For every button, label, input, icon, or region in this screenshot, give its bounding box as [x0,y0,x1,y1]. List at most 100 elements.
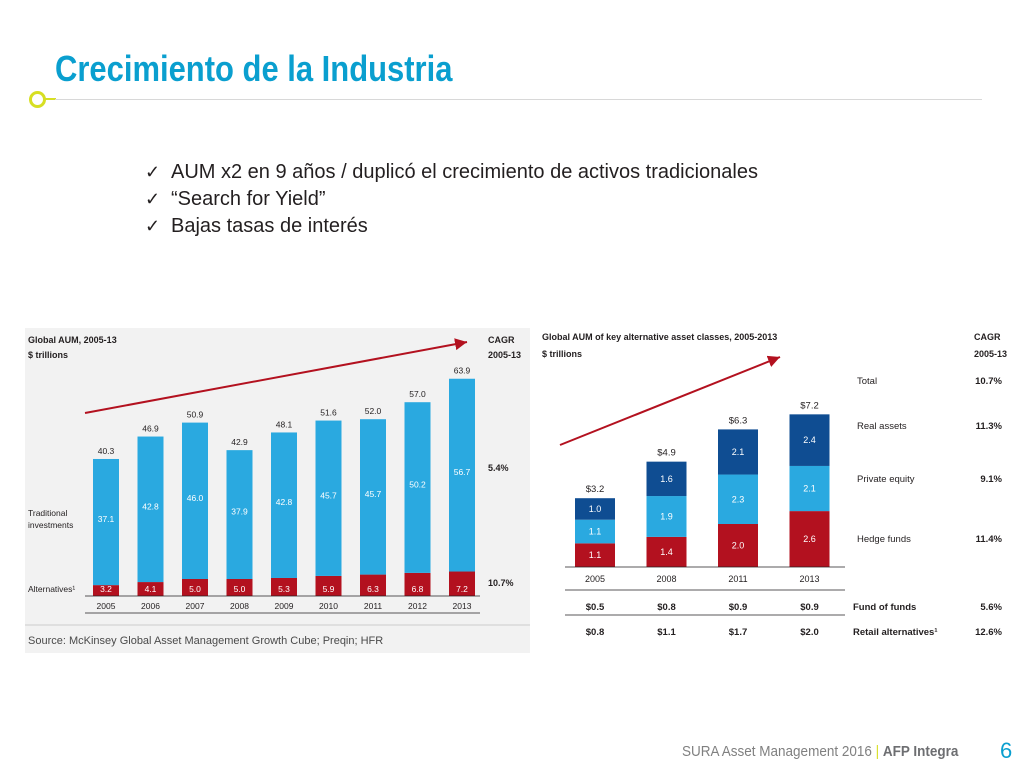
x-tick-label: 2007 [186,601,205,611]
bar-hedge-funds [575,543,615,567]
bar-traditional [360,419,386,575]
bar-alternatives [182,579,208,596]
data-label-alternatives: 5.9 [323,584,335,594]
data-label-alternatives: 3.2 [100,584,112,594]
legend-fund-of-funds: Fund of funds [853,602,916,613]
bar-real-assets [789,414,830,466]
retail-alternatives-value: $0.8 [586,627,605,638]
bar-alternatives [404,572,431,596]
cagr-value: 11.3% [976,421,1003,432]
bar-hedge-funds [789,511,830,567]
data-label-alternatives: 6.8 [412,584,424,594]
title-accent-line [44,98,56,100]
data-label-hedge-funds: 2.6 [803,534,816,544]
bar-traditional [137,436,164,583]
total-label: 57.0 [409,389,426,399]
bar-alternatives [226,579,253,596]
data-label-alternatives: 5.0 [234,584,246,594]
bullet-text: “Search for Yield” [171,188,326,210]
legend-total: Total [857,376,877,387]
legend-hedge-funds: Hedge funds [857,534,911,545]
data-label-private-equity: 2.1 [803,484,816,494]
bar-hedge-funds [646,536,687,567]
fund-of-funds-value: $0.5 [586,602,605,613]
cagr-value: 5.6% [980,602,1002,613]
x-tick-label: 2012 [408,601,427,611]
data-label-alternatives: 5.0 [189,584,201,594]
total-label: 63.9 [454,366,471,376]
total-label: 50.9 [187,410,204,420]
data-label-alternatives: 7.2 [456,584,468,594]
bar-traditional [404,402,431,573]
cagr-header: CAGR [974,332,1001,342]
data-label-traditional: 37.1 [98,514,115,524]
total-label: 52.0 [365,406,382,416]
bar-alternatives [449,571,475,596]
data-label-private-equity: 1.9 [660,511,673,521]
bar-alternatives [271,577,297,596]
bar-traditional [449,378,475,572]
global-aum-chart: Global AUM, 2005-13 $ trillions CAGR 2005-1… [25,328,530,653]
data-label-alternatives: 5.3 [278,584,290,594]
bullet-text: Bajas tasas de interés [171,215,368,237]
x-tick-label: 2011 [728,574,747,584]
total-label: 46.9 [142,424,159,434]
chart-subtitle: $ trillions [542,349,582,359]
legend-traditional: investments [28,520,73,530]
total-label: $7.2 [800,400,819,411]
x-tick-label: 2008 [656,574,676,584]
bar-alternatives [315,575,342,596]
data-label-real-assets: 2.4 [803,435,816,445]
bar-private-equity [789,465,830,512]
footer-separator: | [875,743,880,760]
bar-traditional [226,450,253,579]
data-label-private-equity: 2.3 [732,494,745,504]
bullet-item: ✓ Bajas tasas de interés [145,213,758,240]
retail-alternatives-value: $2.0 [800,627,819,638]
cagr-value: 11.4% [976,534,1003,545]
data-label-real-assets: 1.0 [589,504,602,514]
cagr-traditional: 5.4% [488,463,509,473]
footer-brand: AFP Integra [882,743,959,760]
bar-alternatives [360,574,386,596]
bar-traditional [182,422,208,579]
chart-subtitle: $ trillions [28,350,68,360]
bar-private-equity [718,474,758,524]
trend-arrow [559,355,781,446]
data-label-real-assets: 2.1 [732,447,745,457]
source-note: Source: McKinsey Global Asset Management… [28,635,383,647]
x-tick-label: 2006 [141,601,160,611]
data-label-private-equity: 1.1 [589,527,602,537]
check-icon: ✓ [145,189,161,209]
cagr-value: 9.1% [980,474,1002,485]
legend-real-assets: Real assets [857,421,907,432]
x-tick-label: 2011 [364,601,383,611]
data-label-real-assets: 1.6 [660,474,673,484]
bar-hedge-funds [718,524,758,567]
total-label: 51.6 [320,408,337,418]
total-label: $6.3 [729,415,748,426]
check-icon: ✓ [145,216,161,236]
data-label-alternatives: 6.3 [367,584,379,594]
data-label-hedge-funds: 1.4 [660,547,673,557]
bar-real-assets [575,498,615,520]
cagr-header: 2005-13 [488,350,521,360]
bar-alternatives [93,585,119,596]
data-label-traditional: 37.9 [231,507,248,517]
cagr-value: 10.7% [975,376,1002,387]
title-divider [55,99,982,100]
check-icon: ✓ [145,162,161,182]
legend-retail-alternatives: Retail alternatives¹ [853,627,937,638]
data-label-traditional: 45.7 [320,490,337,500]
cagr-header: 2005-13 [974,349,1007,359]
page-number: 6 [1000,738,1013,763]
bar-private-equity [575,519,615,544]
bar-traditional [271,432,297,578]
cagr-alternatives: 10.7% [488,578,514,588]
total-label: $3.2 [586,484,605,495]
x-tick-label: 2008 [230,601,249,611]
data-label-traditional: 50.2 [409,480,426,490]
trend-arrow [84,338,468,414]
fund-of-funds-value: $0.9 [729,602,748,613]
bullet-item: ✓ AUM x2 en 9 años / duplicó el crecimien… [145,159,758,186]
